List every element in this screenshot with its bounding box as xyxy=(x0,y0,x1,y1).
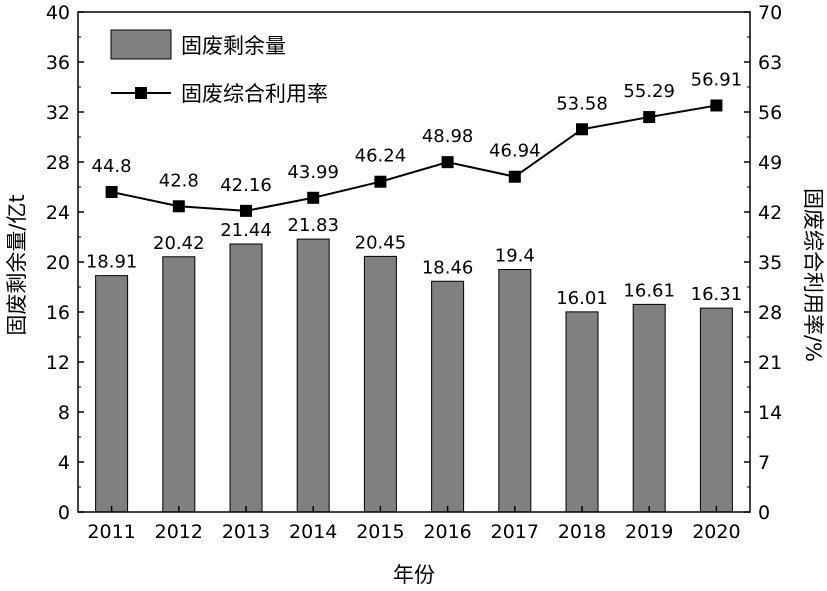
line-label-2020: 56.91 xyxy=(691,70,743,91)
bar-labels-layer: 18.91 20.42 21.44 21.83 20.45 18.46 19.4 16.01 1… xyxy=(86,215,742,309)
right-tick-label: 28 xyxy=(758,302,782,324)
right-tick-label: 56 xyxy=(758,102,782,124)
left-tick-label: 0 xyxy=(58,502,70,524)
line-label-2012: 42.8 xyxy=(159,170,199,191)
left-tick-label: 28 xyxy=(46,152,70,174)
legend-line-marker xyxy=(135,87,147,99)
line-marker-2017 xyxy=(508,170,521,183)
line-label-2013: 42.16 xyxy=(220,175,272,196)
bar-2019 xyxy=(632,303,666,513)
right-tick-label: 0 xyxy=(758,502,770,524)
line-labels-layer: 44.8 42.8 42.16 43.99 46.24 48.98 46.94 53.58 55… xyxy=(92,70,743,196)
bar-2015 xyxy=(363,255,397,513)
bar-2017 xyxy=(498,269,532,513)
right-tick-label: 42 xyxy=(758,202,782,224)
x-axis-title: 年份 xyxy=(393,563,435,587)
left-y-axis-title: 固废剩余量/亿t xyxy=(5,194,29,335)
right-y-axis: 0 7 14 21 28 35 42 49 56 63 70 xyxy=(744,2,782,524)
left-tick-label: 8 xyxy=(58,402,70,424)
right-tick-label: 7 xyxy=(758,452,770,474)
right-tick-label: 70 xyxy=(758,2,782,24)
left-tick-label: 40 xyxy=(46,2,70,24)
left-tick-label: 36 xyxy=(46,52,70,74)
legend: 固废剩余量 固废综合利用率 xyxy=(110,29,328,106)
right-tick-label: 14 xyxy=(758,402,782,424)
right-tick-label: 35 xyxy=(758,252,782,274)
line-layer xyxy=(105,99,723,217)
bar-label-2015: 20.45 xyxy=(355,232,407,253)
bar-label-2014: 21.83 xyxy=(287,215,339,236)
line-marker-2013 xyxy=(240,204,252,217)
right-tick-label: 49 xyxy=(758,152,782,174)
legend-bar-label: 固废剩余量 xyxy=(181,34,286,58)
line-marker-2014 xyxy=(307,191,320,204)
bar-label-2017: 19.4 xyxy=(495,246,535,267)
left-tick-label: 32 xyxy=(46,102,70,124)
x-tick-label: 2014 xyxy=(289,521,337,543)
line-label-2019: 55.29 xyxy=(623,81,675,102)
line-label-2017: 46.94 xyxy=(489,141,541,162)
left-tick-label: 16 xyxy=(46,302,70,324)
bar-2016 xyxy=(431,280,465,513)
bar-label-2012: 20.42 xyxy=(153,233,205,254)
line-label-2016: 48.98 xyxy=(422,126,474,147)
line-label-2011: 44.8 xyxy=(92,156,132,177)
x-tick-label: 2020 xyxy=(692,521,740,543)
line-series-utilization xyxy=(111,104,717,212)
x-axis: 2011 2012 2013 2014 2015 2016 2017 2018 2019 2020 xyxy=(87,506,741,543)
x-tick-label: 2012 xyxy=(155,521,203,543)
x-tick-label: 2013 xyxy=(222,521,270,543)
bar-2014 xyxy=(296,238,330,513)
line-marker-2015 xyxy=(374,175,387,188)
x-tick-label: 2015 xyxy=(356,521,404,543)
line-label-2014: 43.99 xyxy=(287,162,339,183)
line-marker-2012 xyxy=(172,200,185,213)
line-label-2018: 53.58 xyxy=(556,93,608,114)
right-tick-label: 63 xyxy=(758,52,782,74)
x-tick-label: 2018 xyxy=(558,521,606,543)
bar-2013 xyxy=(229,243,263,513)
left-tick-label: 12 xyxy=(46,352,70,374)
bar-label-2019: 16.61 xyxy=(623,280,675,301)
legend-line-label: 固废综合利用率 xyxy=(181,82,328,106)
left-tick-label: 4 xyxy=(58,452,70,474)
right-y-axis-title: 固废综合利用率/% xyxy=(801,188,825,362)
bar-label-2013: 21.44 xyxy=(220,220,272,241)
right-tick-label: 21 xyxy=(758,352,782,374)
bar-label-2020: 16.31 xyxy=(691,284,743,305)
line-label-2015: 46.24 xyxy=(355,146,407,167)
bar-label-2016: 18.46 xyxy=(422,257,474,278)
bar-2020 xyxy=(699,307,733,513)
bars-layer xyxy=(95,238,733,513)
line-marker-2020 xyxy=(710,99,723,112)
bar-label-2018: 16.01 xyxy=(556,288,608,309)
x-tick-label: 2019 xyxy=(625,521,673,543)
left-tick-label: 20 xyxy=(46,252,70,274)
line-marker-2016 xyxy=(441,156,454,169)
left-tick-label: 24 xyxy=(46,202,70,224)
line-marker-2018 xyxy=(576,123,588,136)
legend-bar-swatch xyxy=(110,29,172,60)
x-tick-label: 2017 xyxy=(491,521,539,543)
bar-label-2011: 18.91 xyxy=(86,252,138,273)
line-marker-2011 xyxy=(105,186,118,198)
bar-2011 xyxy=(95,275,129,513)
bar-2018 xyxy=(565,311,599,513)
line-marker-2019 xyxy=(643,111,656,124)
left-y-axis: 0 4 8 12 16 20 24 28 32 36 40 xyxy=(46,2,84,524)
bar-2012 xyxy=(162,256,196,513)
x-tick-label: 2016 xyxy=(423,521,471,543)
x-tick-label: 2011 xyxy=(87,521,135,543)
